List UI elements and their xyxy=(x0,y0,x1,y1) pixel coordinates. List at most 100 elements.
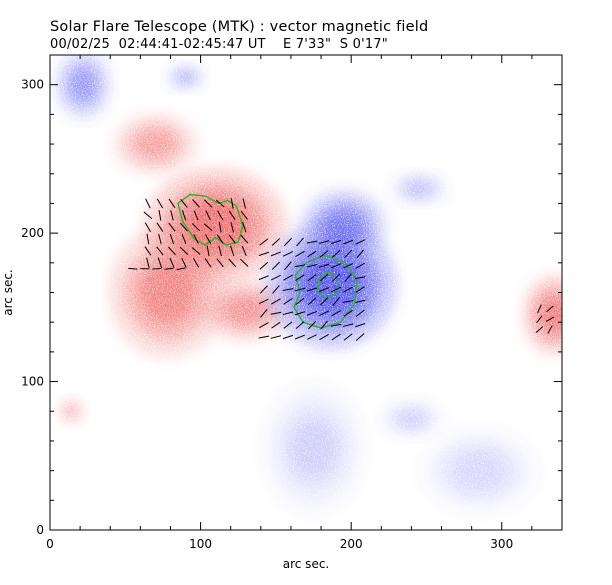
field-vector xyxy=(320,297,329,306)
field-vector xyxy=(283,237,292,247)
field-vector xyxy=(260,308,268,318)
field-vector xyxy=(156,198,163,209)
field-vector xyxy=(181,233,187,245)
field-vector xyxy=(193,210,199,221)
field-vector xyxy=(192,199,200,208)
y-tick-label: 100 xyxy=(21,375,44,389)
field-vector xyxy=(270,251,281,257)
positive-polarity-region xyxy=(521,273,562,357)
y-tick-label: 200 xyxy=(21,226,44,240)
field-vector xyxy=(355,286,365,293)
negative-region-layer xyxy=(323,208,364,244)
field-vector xyxy=(258,275,269,281)
polarity-regions xyxy=(50,55,562,530)
field-vector xyxy=(228,210,236,220)
field-vector xyxy=(331,333,341,341)
field-vector xyxy=(318,263,330,268)
field-vector xyxy=(216,234,224,244)
field-vector xyxy=(355,262,366,269)
field-vector xyxy=(216,258,224,268)
positive-region-layer xyxy=(140,262,195,323)
field-vector xyxy=(228,258,237,268)
field-vector xyxy=(218,245,222,257)
field-vector xyxy=(282,311,294,316)
field-vector xyxy=(308,321,317,330)
field-vector xyxy=(170,210,174,221)
field-vector xyxy=(204,258,212,268)
field-vector xyxy=(294,264,306,268)
field-vector xyxy=(318,240,330,244)
field-vector xyxy=(272,285,280,294)
field-vector xyxy=(259,285,268,294)
field-vector xyxy=(354,276,366,280)
field-vector xyxy=(158,233,162,245)
field-vector xyxy=(282,251,293,257)
field-vector xyxy=(355,323,366,328)
field-vector xyxy=(270,311,282,315)
field-vector xyxy=(240,210,248,220)
field-vector xyxy=(146,233,150,245)
field-vector xyxy=(217,210,224,221)
field-vector xyxy=(307,297,317,306)
field-vector xyxy=(181,257,187,268)
field-vector xyxy=(271,238,281,246)
chart-title: Solar Flare Telescope (MTK) : vector mag… xyxy=(50,19,429,35)
field-vector xyxy=(283,298,293,305)
negative-region-layer xyxy=(289,418,338,479)
field-vector xyxy=(282,334,294,340)
field-vector xyxy=(331,286,342,293)
negative-region-layer xyxy=(301,255,362,315)
negative-polarity-region xyxy=(378,397,445,440)
y-tick-label: 0 xyxy=(36,523,44,537)
field-vector xyxy=(319,273,329,282)
x-axis-label: arc sec. xyxy=(283,557,329,571)
field-vector xyxy=(258,335,270,339)
field-vector xyxy=(307,274,317,282)
plot-area xyxy=(50,55,562,530)
field-vector xyxy=(547,325,553,334)
field-vector xyxy=(332,297,340,306)
x-tick-label: 200 xyxy=(340,537,363,551)
field-vector xyxy=(546,305,554,313)
field-vector xyxy=(193,257,200,268)
field-vector xyxy=(168,246,176,256)
negative-region-layer xyxy=(176,70,196,84)
field-vector xyxy=(215,199,225,208)
chart-subtitle: 00/02/25 02:44:41-02:45:47 UT E 7'33" S … xyxy=(50,37,388,52)
field-vector xyxy=(242,222,247,233)
field-vector xyxy=(306,287,318,292)
field-vector xyxy=(205,210,211,221)
field-vector xyxy=(144,246,152,256)
field-vector xyxy=(319,250,329,258)
field-vector xyxy=(168,198,176,209)
field-vector xyxy=(294,287,306,292)
field-vector xyxy=(535,326,544,333)
negative-region-layer xyxy=(452,450,507,491)
field-vector xyxy=(306,240,318,244)
field-vector xyxy=(241,245,247,257)
field-vector xyxy=(271,321,281,329)
field-vector xyxy=(296,237,304,247)
x-tick-label: 0 xyxy=(46,537,54,551)
field-vector xyxy=(342,323,354,327)
field-vector xyxy=(191,247,201,255)
positive-region-layer xyxy=(135,129,176,159)
field-vector xyxy=(283,321,293,329)
field-vector xyxy=(169,233,175,245)
transverse-field-vectors xyxy=(128,198,555,341)
field-vector xyxy=(307,334,317,340)
negative-polarity-region xyxy=(418,426,540,516)
field-vector xyxy=(318,287,330,292)
field-vector xyxy=(356,249,364,259)
field-vector xyxy=(331,310,341,317)
field-vector xyxy=(205,234,212,244)
field-vector xyxy=(230,245,235,257)
field-vector xyxy=(271,298,281,305)
field-vector xyxy=(355,333,365,341)
field-vector xyxy=(319,333,329,341)
positive-polarity-region xyxy=(110,111,201,177)
positive-region-layer xyxy=(539,296,562,334)
field-vector xyxy=(536,315,543,324)
field-vector xyxy=(294,311,306,316)
